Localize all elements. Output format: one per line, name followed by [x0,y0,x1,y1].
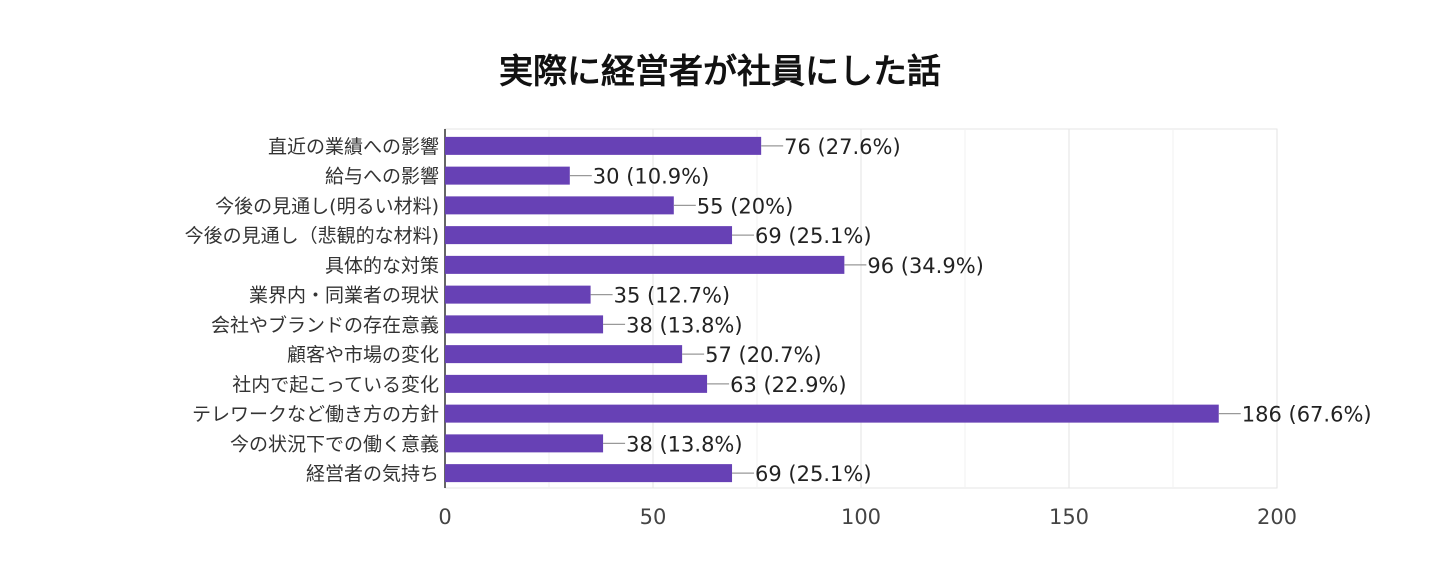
category-label: 社内で起こっている変化 [232,374,439,396]
category-label: 経営者の気持ち [306,463,439,485]
data-label: 96 (34.9%) [867,254,984,278]
data-label: 69 (25.1%) [755,462,872,486]
bar [445,404,1219,423]
bar [445,285,591,304]
bar [445,255,845,274]
category-label: 今後の見通し（悲観的な材料) [185,225,439,247]
category-label: テレワークなど働き方の方針 [192,404,439,426]
data-label: 30 (10.9%) [593,165,710,189]
data-label: 69 (25.1%) [755,224,872,248]
bar [445,315,604,334]
x-tick-label: 200 [1257,505,1297,529]
bar [445,345,683,364]
category-label: 今の状況下での働く意義 [230,433,439,455]
data-label: 55 (20%) [697,194,793,218]
labels: 0 50 100 150 200 直近の業績への影響 76 (27.6%) 給与への影響 30 … [185,135,1372,529]
data-label: 63 (22.9%) [730,373,847,397]
category-label: 業界内・同業者の現状 [249,285,439,307]
category-label: 顧客や市場の変化 [287,344,439,366]
bars [445,136,1219,483]
data-label: 35 (12.7%) [614,284,731,308]
bar [445,434,604,453]
data-label: 38 (13.8%) [626,313,743,337]
category-label: 今後の見通し(明るい材料) [215,195,439,217]
bar [445,166,570,185]
data-label: 76 (27.6%) [784,135,901,159]
x-tick-label: 150 [1049,505,1089,529]
x-tick-label: 50 [640,505,667,529]
x-tick-label: 0 [438,505,451,529]
chart-title: 実際に経営者が社員にした話 [499,52,941,92]
data-label: 57 (20.7%) [705,343,822,367]
bar [445,464,733,483]
bar [445,136,762,155]
x-tick-label: 100 [841,505,881,529]
bar [445,374,708,393]
category-label: 会社やブランドの存在意義 [211,313,439,336]
data-label: 38 (13.8%) [626,432,743,456]
category-label: 具体的な対策 [325,255,439,277]
category-label: 直近の業績への影響 [268,136,439,158]
bar [445,226,733,245]
category-label: 給与への影響 [325,166,439,188]
bar [445,196,674,215]
data-label: 186 (67.6%) [1242,403,1372,427]
gridlines [444,128,1278,489]
